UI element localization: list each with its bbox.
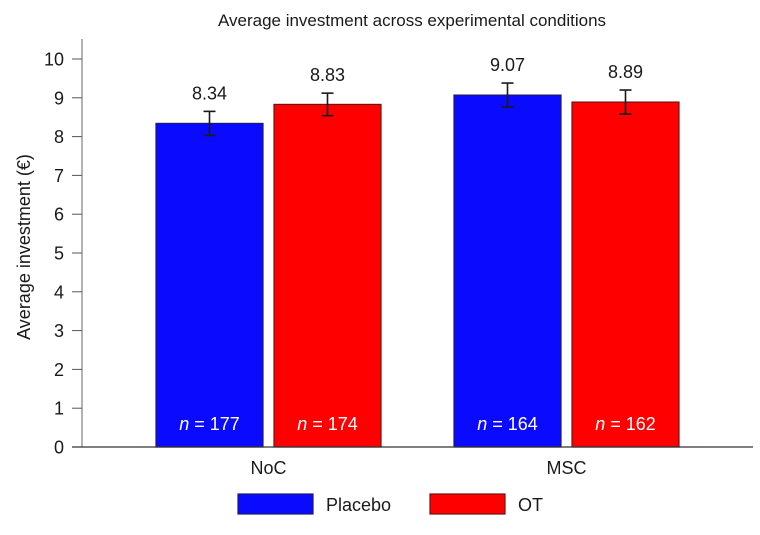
bar-placebo-msc [453, 94, 562, 448]
y-tick-label: 7 [54, 166, 64, 186]
error-bar [501, 82, 514, 108]
bars [155, 94, 680, 448]
sample-size-label: n = 174 [297, 414, 358, 434]
y-tick-label: 4 [54, 282, 64, 302]
y-tick-label: 6 [54, 205, 64, 225]
y-tick-label: 0 [54, 438, 64, 458]
legend-swatch [237, 493, 314, 515]
error-bar [203, 110, 216, 137]
value-label: 8.34 [192, 83, 227, 103]
legend-swatch [429, 493, 506, 515]
y-tick-label: 1 [54, 399, 64, 419]
legend-item-placebo: Placebo [237, 493, 391, 515]
category-label-noc: NoC [250, 458, 286, 478]
y-tick-label: 5 [54, 244, 64, 264]
value-label: 9.07 [490, 55, 525, 75]
y-tick-label: 8 [54, 127, 64, 147]
n-value: = 164 [487, 414, 538, 434]
n-symbol: n [595, 414, 605, 434]
value-label: 8.89 [608, 62, 643, 82]
y-tick-label: 9 [54, 88, 64, 108]
bar-ot-noc [273, 103, 382, 448]
bar-ot-msc [571, 101, 680, 448]
error-bar [619, 89, 632, 115]
y-axis-label: Average investment (€) [14, 154, 34, 340]
n-labels: n = 177 n = 174 n = 164 n = 162 [179, 414, 656, 434]
n-value: = 174 [307, 414, 358, 434]
category-labels: NoC MSC [250, 458, 586, 478]
value-label: 8.83 [310, 65, 345, 85]
error-bar [321, 92, 334, 117]
sample-size-label: n = 164 [477, 414, 538, 434]
n-value: = 162 [605, 414, 656, 434]
legend-item-ot: OT [429, 493, 543, 515]
value-labels: 8.34 8.83 9.07 8.89 [192, 55, 643, 103]
legend: Placebo OT [237, 493, 543, 515]
y-ticks: 0 1 2 3 4 5 6 7 8 9 10 [44, 50, 82, 458]
legend-label: Placebo [326, 495, 391, 515]
y-tick-label: 10 [44, 50, 64, 70]
n-symbol: n [179, 414, 189, 434]
chart-title: Average investment across experimental c… [218, 11, 606, 30]
n-symbol: n [297, 414, 307, 434]
legend-label: OT [518, 495, 543, 515]
sample-size-label: n = 177 [179, 414, 240, 434]
category-label-msc: MSC [547, 458, 587, 478]
error-bars [203, 82, 632, 137]
n-value: = 177 [189, 414, 240, 434]
sample-size-label: n = 162 [595, 414, 656, 434]
n-symbol: n [477, 414, 487, 434]
y-tick-label: 2 [54, 360, 64, 380]
y-tick-label: 3 [54, 321, 64, 341]
bar-placebo-noc [155, 122, 264, 448]
